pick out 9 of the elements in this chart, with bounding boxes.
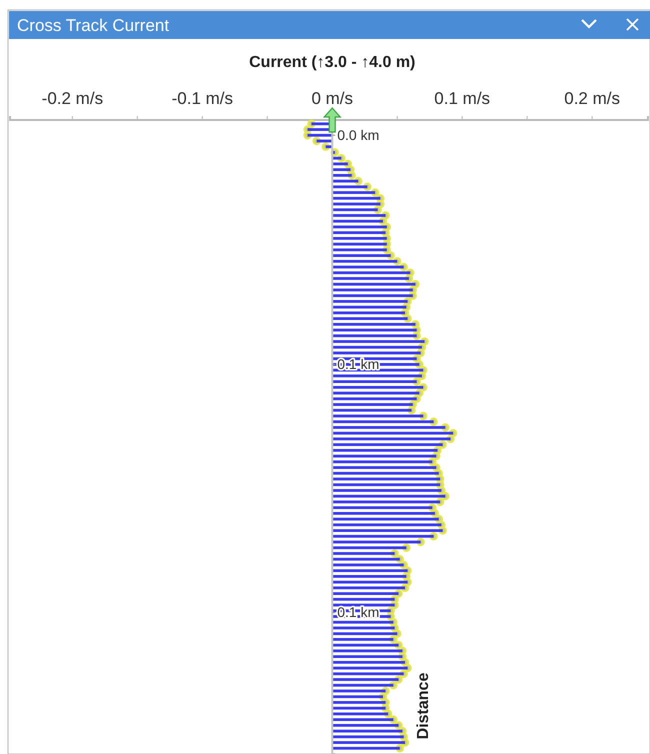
y-axis-title: Distance xyxy=(415,672,432,740)
y-tick-label: 0.0 km xyxy=(337,126,380,143)
x-tick-label: 0 m/s xyxy=(311,89,354,108)
x-tick-label: -0.1 m/s xyxy=(172,89,234,108)
chart-title: Cross Track Current xyxy=(17,16,170,35)
x-tick-label: 0.1 m/s xyxy=(434,89,490,108)
x-tick-label: 0.2 m/s xyxy=(564,89,620,108)
x-axis-title: Current (↑3.0 - ↑4.0 m) xyxy=(249,54,416,71)
x-tick-label: -0.2 m/s xyxy=(42,89,104,108)
